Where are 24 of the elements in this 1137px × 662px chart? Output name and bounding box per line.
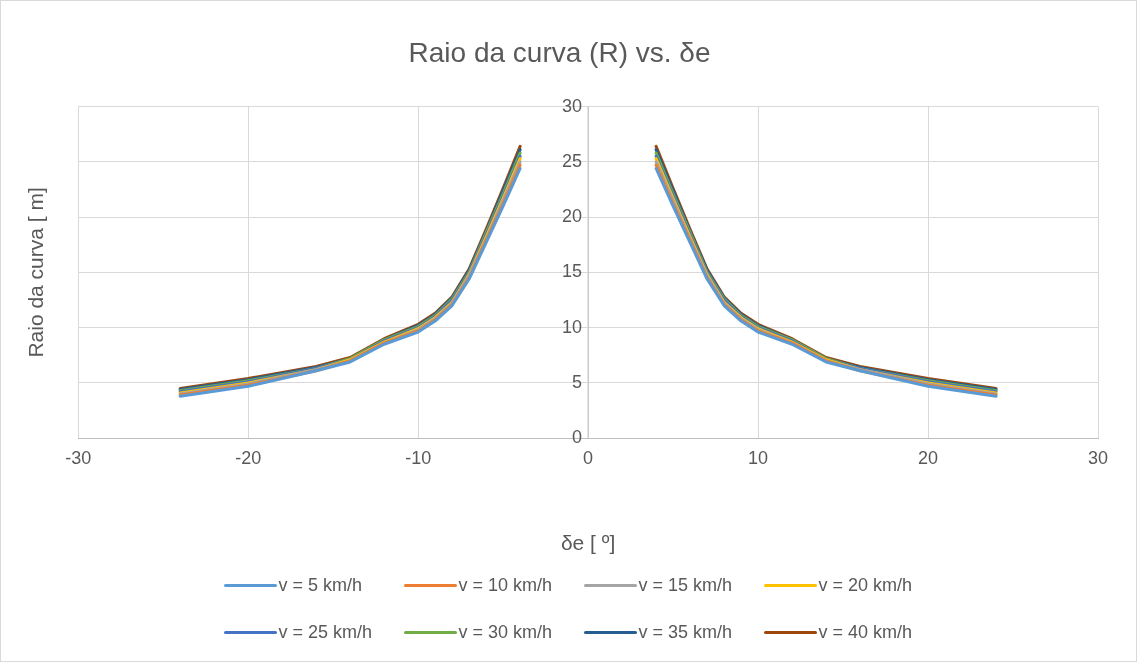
y-tick-label: 30 — [562, 95, 583, 116]
x-axis-title: δe [ º] — [560, 531, 616, 555]
y-tick-label: 0 — [572, 427, 583, 448]
y-tick-label: 20 — [562, 206, 583, 227]
legend-label: v = 15 km/h — [638, 575, 733, 596]
x-tick-label: 30 — [1087, 447, 1109, 468]
y-axis-title: Raio da curva [ m] — [24, 187, 48, 358]
legend-label: v = 40 km/h — [818, 622, 913, 643]
legend-label: v = 30 km/h — [458, 622, 553, 643]
y-tick-label: 15 — [562, 261, 583, 282]
y-tick-label: 25 — [562, 150, 583, 171]
legend-label: v = 10 km/h — [458, 575, 553, 596]
legend-label: v = 20 km/h — [818, 575, 913, 596]
x-tick-label: -20 — [235, 447, 262, 468]
chart-title: Raio da curva (R) vs. δe — [408, 36, 711, 68]
x-tick-label: -30 — [65, 447, 92, 468]
y-tick-label: 10 — [562, 316, 583, 337]
legend-label: v = 35 km/h — [638, 622, 733, 643]
x-tick-label: 20 — [918, 447, 939, 468]
legend-label: v = 5 km/h — [278, 575, 363, 596]
legend-label: v = 25 km/h — [278, 622, 373, 643]
x-tick-label: -10 — [405, 447, 432, 468]
x-tick-label: 10 — [748, 447, 769, 468]
y-tick-label: 5 — [572, 371, 583, 392]
